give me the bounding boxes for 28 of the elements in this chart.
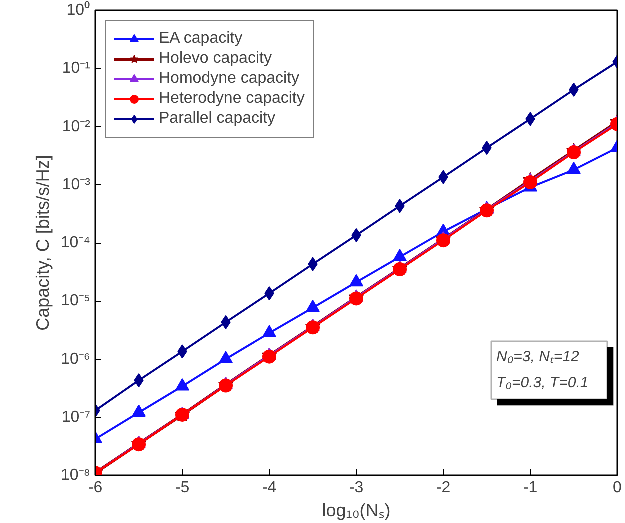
annotation: T₀=0.3, T=0.1: [496, 374, 589, 392]
y-tick-label: 10⁰: [66, 1, 90, 19]
y-tick-label: 10⁻⁵: [61, 292, 91, 310]
x-axis-title: log₁₀(Nₛ): [322, 500, 391, 520]
legend-label: Holevo capacity: [159, 50, 272, 68]
x-tick-label: -3: [349, 480, 364, 496]
legend-label: Heterodyne capacity: [159, 90, 305, 108]
y-tick-label: 10⁻³: [62, 176, 92, 194]
x-tick-label: -2: [436, 480, 451, 496]
point: [567, 146, 581, 160]
annotation: N₀=3, Nₜ=12: [496, 348, 580, 366]
y-axis-title: Capacity, C [bits/s/Hz]: [32, 155, 53, 331]
y-tick-label: 10⁻⁸: [60, 467, 90, 484]
x-tick-label: 0: [613, 480, 622, 496]
point: [436, 234, 450, 248]
legend-label: Parallel capacity: [159, 110, 276, 128]
legend-label: Homodyne capacity: [159, 70, 300, 88]
y-tick-label: 10⁻¹: [62, 60, 90, 78]
y-tick-label: 10⁻⁷: [62, 408, 91, 426]
legend-label: EA capacity: [159, 30, 243, 48]
y-tick-label: 10⁻⁴: [60, 234, 91, 252]
y-tick-label: 10⁻⁶: [61, 350, 91, 368]
x-tick-label: -5: [175, 480, 190, 496]
x-tick-label: -1: [523, 480, 538, 496]
x-tick-label: -6: [88, 480, 103, 496]
y-tick-label: 10⁻²: [62, 118, 92, 136]
x-tick-label: -4: [262, 480, 277, 496]
point: [524, 175, 538, 190]
